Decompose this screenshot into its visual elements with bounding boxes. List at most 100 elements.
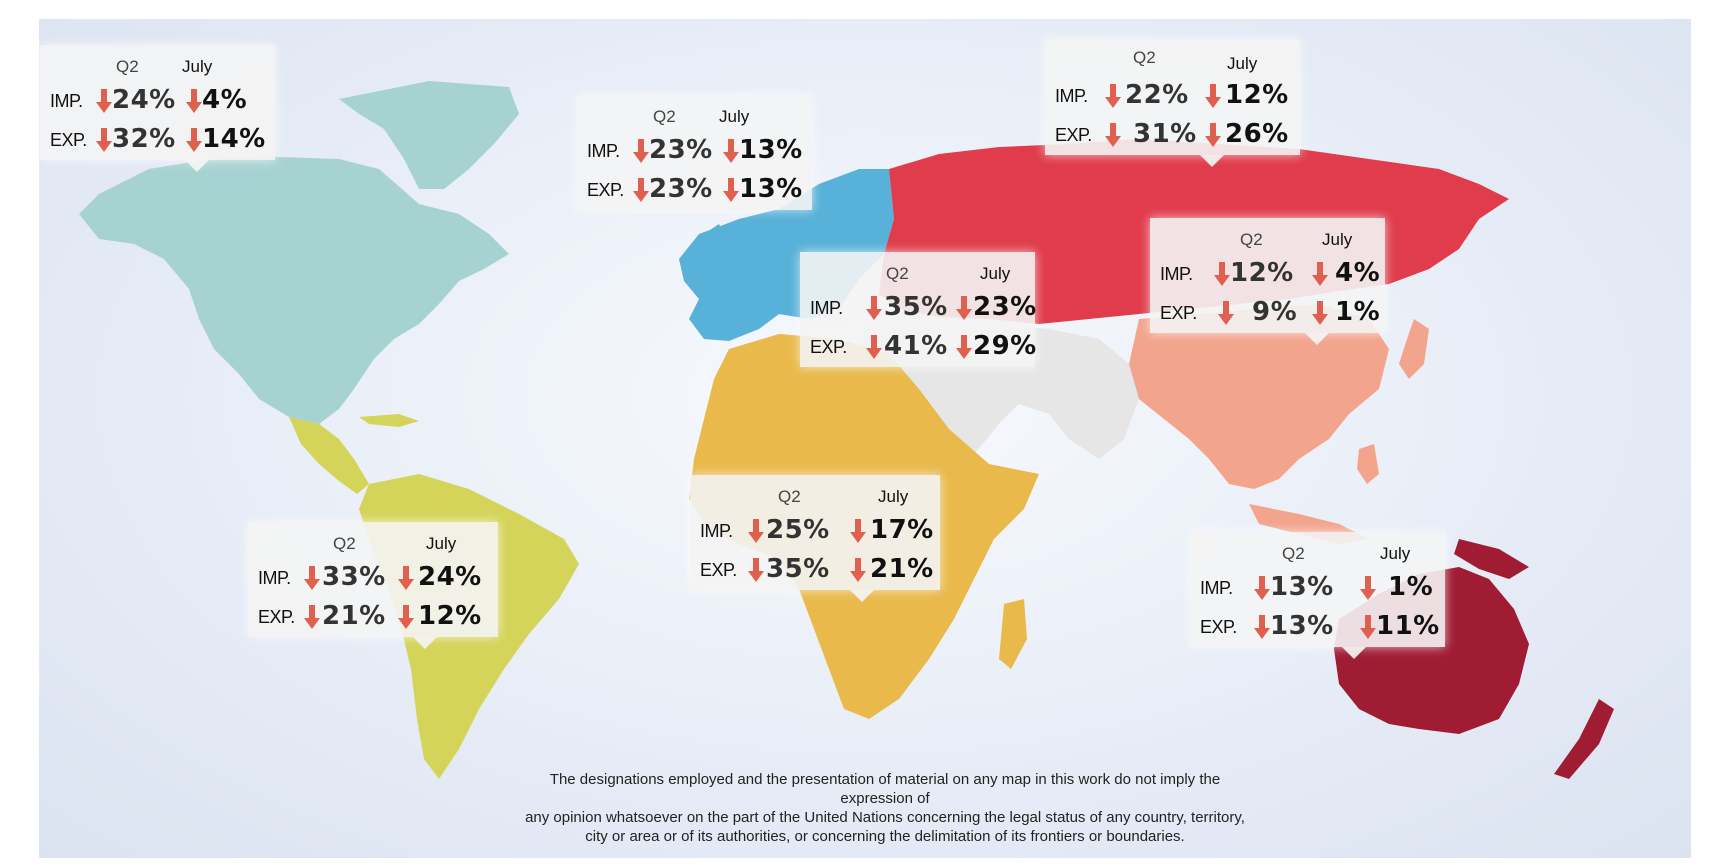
callout-east-asia: Q2 July IMP. 12% 4% EXP. 9% 1% xyxy=(1150,218,1385,345)
down-arrow-icon xyxy=(633,178,649,202)
down-arrow-icon xyxy=(186,89,202,113)
region-madagascar xyxy=(999,599,1027,669)
down-arrow-icon xyxy=(723,139,739,163)
imp-row: IMP. 35% 23% xyxy=(810,292,1037,322)
imp-row: IMP. 23% 13% xyxy=(587,135,812,165)
q2-header: Q2 xyxy=(116,57,139,76)
imp-july-value: 4% xyxy=(202,85,248,115)
region-papua xyxy=(1454,539,1529,579)
imp-label: IMP. xyxy=(258,568,291,588)
exp-q2-value: 41% xyxy=(884,331,948,361)
down-arrow-icon xyxy=(956,335,972,359)
q2-header: Q2 xyxy=(1240,230,1263,249)
imp-label: IMP. xyxy=(1160,264,1193,284)
july-header: July xyxy=(426,534,457,553)
region-uk xyxy=(704,224,727,259)
july-header: July xyxy=(1227,54,1258,73)
region-greenland xyxy=(339,81,519,189)
down-arrow-icon xyxy=(1105,123,1121,147)
callout-russia: Q2 July IMP. 22% 12% EXP. 31% 26% xyxy=(1045,40,1300,167)
q2-header: Q2 xyxy=(886,264,909,283)
exp-row: EXP. 9% 1% xyxy=(1160,297,1385,327)
callout-pointer xyxy=(850,590,874,602)
imp-label: IMP. xyxy=(810,298,843,318)
world-map xyxy=(39,19,1691,858)
callout-pointer xyxy=(1200,155,1224,167)
exp-q2-value: 13% xyxy=(1270,611,1334,641)
exp-row: EXP. 31% 26% xyxy=(1055,119,1288,149)
imp-q2-value: 13% xyxy=(1270,572,1334,602)
exp-q2-value: 35% xyxy=(766,554,830,584)
exp-row: EXP. 41% 29% xyxy=(810,331,1037,361)
down-arrow-icon xyxy=(1218,301,1234,325)
q2-header: Q2 xyxy=(1282,544,1305,563)
q2-header: Q2 xyxy=(1133,48,1156,67)
exp-label: EXP. xyxy=(810,337,847,357)
imp-q2-value: 12% xyxy=(1230,258,1294,288)
imp-july-value: 17% xyxy=(870,515,934,545)
exp-label: EXP. xyxy=(700,560,737,580)
callout-pointer xyxy=(413,637,437,649)
region-caribbean xyxy=(359,414,419,427)
region-japan xyxy=(1399,319,1429,379)
down-arrow-icon xyxy=(1312,262,1328,286)
disclaimer-line: The designations employed and the presen… xyxy=(549,771,1221,807)
continents xyxy=(79,81,1614,779)
exp-q2-value: 32% xyxy=(112,124,176,154)
exp-row: EXP. 23% 13% xyxy=(587,174,812,204)
down-arrow-icon xyxy=(1205,84,1221,108)
down-arrow-icon xyxy=(186,128,202,152)
down-arrow-icon xyxy=(748,519,764,543)
down-arrow-icon xyxy=(850,519,866,543)
july-header: July xyxy=(1380,544,1411,563)
imp-row: IMP. 22% 12% xyxy=(1055,80,1288,110)
down-arrow-icon xyxy=(1312,301,1328,325)
disclaimer-line: any opinion whatsoever on the part of th… xyxy=(525,809,1245,826)
exp-july-value: 1% xyxy=(1335,297,1381,327)
imp-july-value: 1% xyxy=(1388,572,1434,602)
callout-africa: Q2 July IMP. 25% 17% EXP. 35% 21% xyxy=(690,475,940,602)
down-arrow-icon xyxy=(850,558,866,582)
down-arrow-icon xyxy=(748,558,764,582)
imp-label: IMP. xyxy=(587,141,620,161)
imp-label: IMP. xyxy=(50,91,83,111)
exp-label: EXP. xyxy=(50,130,87,150)
region-north-america xyxy=(79,157,509,424)
imp-july-value: 13% xyxy=(739,135,803,165)
imp-row: IMP. 25% 17% xyxy=(700,515,933,545)
imp-q2-value: 24% xyxy=(112,85,176,115)
imp-july-value: 23% xyxy=(973,292,1037,322)
exp-row: EXP. 13% 11% xyxy=(1200,611,1439,641)
exp-july-value: 21% xyxy=(870,554,934,584)
imp-q2-value: 35% xyxy=(884,292,948,322)
imp-row: IMP. 33% 24% xyxy=(258,562,483,592)
down-arrow-icon xyxy=(1105,84,1121,108)
imp-q2-value: 25% xyxy=(766,515,830,545)
callout-pointer xyxy=(1342,647,1366,659)
disclaimer-line: city or area or of its authorities, or c… xyxy=(585,828,1185,845)
exp-july-value: 26% xyxy=(1225,119,1289,149)
exp-q2-value: 23% xyxy=(649,174,713,204)
down-arrow-icon xyxy=(956,296,972,320)
q2-header: Q2 xyxy=(653,107,676,126)
map-disclaimer: The designations employed and the presen… xyxy=(520,770,1250,846)
exp-q2-value: 31% xyxy=(1133,119,1197,149)
imp-q2-value: 22% xyxy=(1125,80,1189,110)
region-central-america xyxy=(289,417,369,494)
july-header: July xyxy=(1322,230,1353,249)
callout-oceania: Q2 July IMP. 13% 1% EXP. 13% 11% xyxy=(1190,532,1445,659)
imp-label: IMP. xyxy=(700,521,733,541)
down-arrow-icon xyxy=(398,566,414,590)
imp-row: IMP. 24% 4% xyxy=(50,85,275,115)
exp-row: EXP. 35% 21% xyxy=(700,554,933,584)
july-header: July xyxy=(878,487,909,506)
down-arrow-icon xyxy=(723,178,739,202)
down-arrow-icon xyxy=(1205,123,1221,147)
exp-q2-value: 21% xyxy=(322,601,386,631)
july-header: July xyxy=(719,107,750,126)
region-philippines xyxy=(1357,444,1379,484)
down-arrow-icon xyxy=(398,605,414,629)
exp-july-value: 29% xyxy=(973,331,1037,361)
region-east-asia xyxy=(1129,304,1389,489)
imp-q2-value: 23% xyxy=(649,135,713,165)
